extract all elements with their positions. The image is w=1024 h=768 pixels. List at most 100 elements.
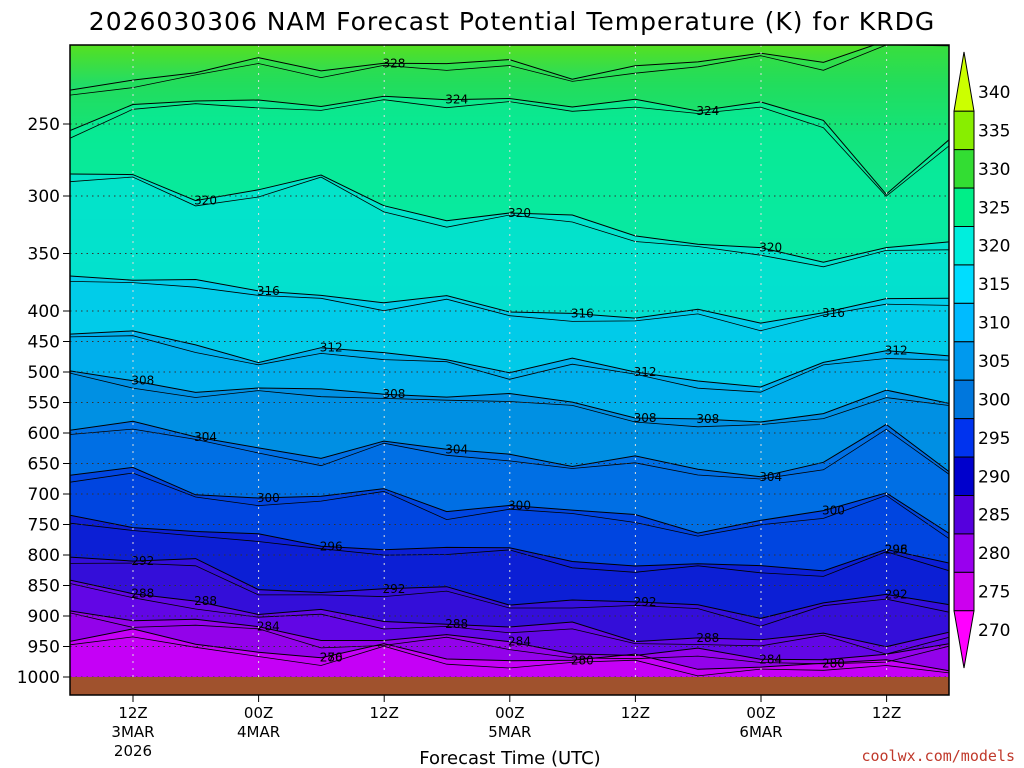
- contour-label: 288: [131, 587, 154, 601]
- contour-label: 308: [634, 411, 657, 425]
- colorbar-swatch: [953, 226, 975, 266]
- y-tick-label: 400: [28, 302, 60, 322]
- contour-label: 298: [885, 542, 908, 556]
- colorbar-swatch: [953, 533, 975, 573]
- y-tick-label: 250: [28, 115, 60, 135]
- contour-label: 320: [508, 206, 531, 220]
- colorbar-swatch: [953, 110, 975, 151]
- colorbar-tick-label: 305: [978, 352, 1010, 372]
- colorbar-tick-label: 325: [978, 198, 1010, 218]
- colorbar-tick-label: 290: [978, 467, 1010, 487]
- x-axis-label: Forecast Time (UTC): [419, 748, 600, 768]
- colorbar-tick-label: 300: [978, 390, 1010, 410]
- contour-label: 296: [885, 542, 908, 556]
- colorbar-swatch: [953, 302, 975, 343]
- colorbar-swatch: [953, 341, 975, 381]
- x-tick-label: 12Z: [118, 704, 147, 722]
- y-tick-label: 350: [28, 245, 60, 265]
- contour-labels: 328 324 324 320 320 316 316 320 316 312 312 308 308 3…: [131, 56, 907, 670]
- contour-label: 288: [194, 594, 217, 608]
- contour-label: 316: [822, 306, 845, 320]
- colorbar-tick-label: 315: [978, 275, 1010, 295]
- y-tick-label: 900: [28, 607, 60, 627]
- y-tick-label: 500: [28, 363, 60, 383]
- contour-line: [70, 420, 949, 478]
- contour-label: 292: [634, 595, 657, 609]
- x-tick-label: 12Z: [872, 704, 901, 722]
- y-tick-label: 600: [28, 424, 60, 444]
- plot-area: 328 324 324 320 320 316 316 320 316 312 312 308 308 3…: [70, 45, 949, 695]
- colorbar-swatch: [953, 571, 975, 612]
- contour-line: [70, 372, 949, 428]
- contour-label: 312: [634, 365, 657, 379]
- contour-line: [70, 562, 949, 627]
- colorbar-tick-label: 330: [978, 160, 1010, 180]
- x-tick-label: 00Z: [495, 704, 524, 722]
- x-tick-label: 12Z: [621, 704, 650, 722]
- y-tick-label: 800: [28, 546, 60, 566]
- contour-line: [70, 628, 949, 672]
- contour-line: [70, 95, 949, 195]
- contour-label: 292: [382, 582, 405, 596]
- x-tick-label: 4MAR: [237, 723, 280, 741]
- contour-label: 324: [696, 104, 719, 118]
- contour-label: 308: [696, 412, 719, 426]
- x-tick-label: 12Z: [370, 704, 399, 722]
- contour-label: 284: [257, 620, 280, 634]
- y-tick-label: 550: [28, 394, 60, 414]
- contour-label: 328: [382, 56, 405, 70]
- colorbar-tick-label: 270: [978, 621, 1010, 641]
- colorbar-tick-label: 295: [978, 429, 1010, 449]
- ground-surface: [70, 677, 949, 695]
- y-tick-label: 650: [28, 455, 60, 475]
- colorbar: 340 335 330 325 320 315 310 305 300 295 290 285 280 2…: [953, 51, 1010, 669]
- contour-label: 296: [320, 539, 343, 553]
- contour-label: 300: [508, 498, 531, 512]
- contour-line: [70, 514, 949, 572]
- contour-label: 284: [759, 652, 782, 666]
- y-tick-label: 300: [28, 187, 60, 207]
- y-tick-label: 1000: [17, 668, 60, 688]
- contour-label: 292: [131, 554, 154, 568]
- chart-title: 2026030306 NAM Forecast Potential Temper…: [89, 7, 935, 36]
- x-tick-label: 00Z: [746, 704, 775, 722]
- x-tick-label: 2026: [114, 742, 152, 760]
- contour-label: 312: [885, 344, 908, 358]
- colorbar-swatch: [953, 418, 975, 458]
- colorbar-swatch: [953, 379, 975, 420]
- colorbar-tick-label: 320: [978, 237, 1010, 257]
- colorbar-swatch: [953, 264, 975, 304]
- contour-label: 304: [445, 442, 468, 456]
- grid-lines: [70, 45, 949, 695]
- y-tick-label: 850: [28, 577, 60, 597]
- contour-label: 316: [257, 284, 280, 298]
- contour-label: 320: [759, 241, 782, 255]
- contour-label: 308: [382, 387, 405, 401]
- contour-label: 280: [571, 653, 594, 667]
- x-tick-label: 00Z: [244, 704, 273, 722]
- contour-label: 280: [320, 651, 343, 665]
- contour-label: 308: [131, 374, 154, 388]
- colorbar-tick-label: 310: [978, 314, 1010, 334]
- contour-line: [70, 330, 949, 388]
- y-tick-label: 450: [28, 333, 60, 353]
- colorbar-tick-label: 280: [978, 544, 1010, 564]
- colorbar-swatch: [953, 149, 975, 189]
- contour-line: [70, 612, 949, 665]
- colorbar-tick-label: 285: [978, 506, 1010, 526]
- contour-label: 284: [508, 635, 531, 649]
- y-axis: 250 300 350 400 450 500 550 600 650 700 750 800 850 9…: [17, 115, 70, 688]
- contour-line: [70, 45, 949, 96]
- contour-label: 276: [320, 651, 343, 665]
- y-tick-label: 750: [28, 516, 60, 536]
- contour-label: 292: [885, 587, 908, 601]
- y-tick-label: 700: [28, 485, 60, 505]
- contour-line: [70, 583, 949, 655]
- contour-line: [70, 472, 949, 539]
- x-tick-label: 3MAR: [111, 723, 154, 741]
- contour-label: 280: [822, 656, 845, 670]
- x-tick-label: 5MAR: [488, 723, 531, 741]
- contour-line: [70, 466, 949, 534]
- contour-line: [70, 281, 949, 332]
